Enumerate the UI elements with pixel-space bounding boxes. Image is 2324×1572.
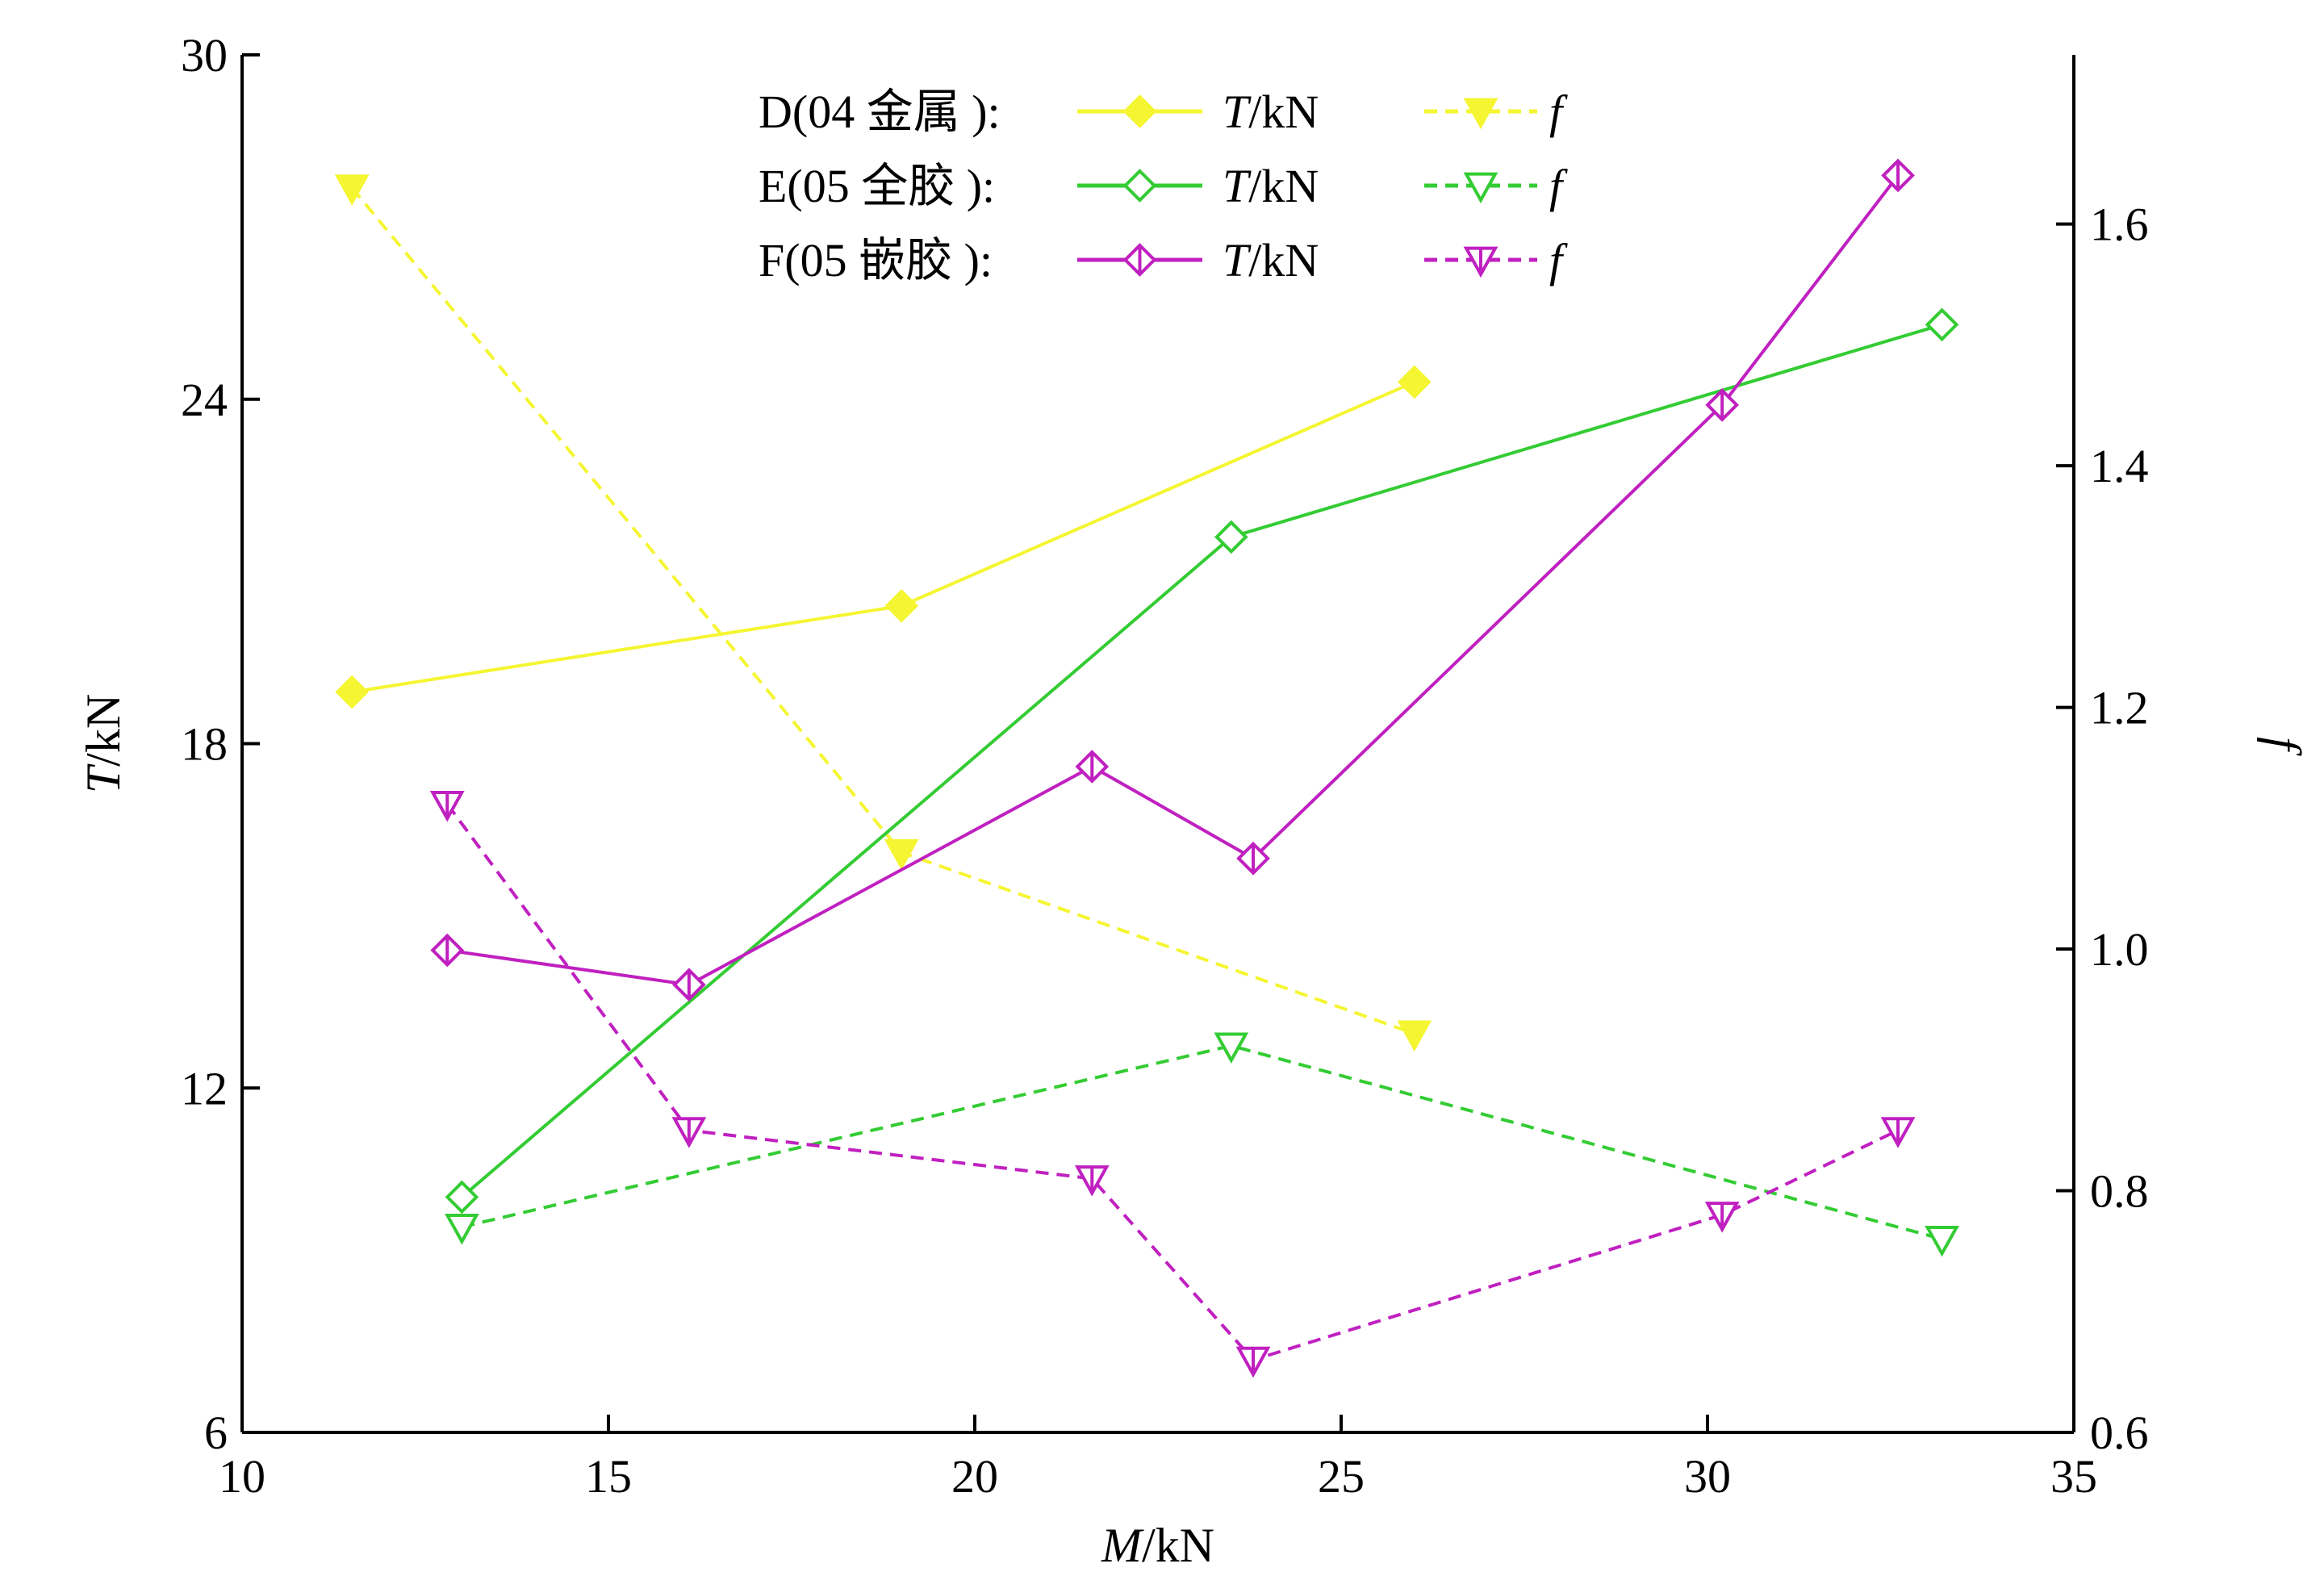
series-f-t-point-3: [1075, 750, 1110, 784]
series-layer: [334, 158, 1959, 1378]
y-right-tick-label: 0.8: [2090, 1165, 2149, 1218]
series-d-t-point-3: [1397, 365, 1432, 399]
series-f-f-line: [445, 803, 1899, 1362]
series-f-t-point-5: [1705, 388, 1739, 422]
series-e-t-point-1: [445, 1180, 479, 1215]
y-right-tick-label: 1.0: [2090, 923, 2149, 976]
legend-d-f-sample-marker: [1463, 98, 1498, 130]
series-d-f-point-2: [884, 838, 919, 871]
series-e-t-point-3: [1925, 307, 1959, 342]
series-e-f-point-1: [445, 1214, 479, 1245]
legend-e-t-sample-marker: [1122, 169, 1157, 203]
legend-f-t-label: T/kN: [1223, 234, 1319, 286]
y-left-tick-label: 12: [181, 1062, 228, 1114]
series-e-f-point-3: [1925, 1226, 1959, 1257]
series-d-f-line: [350, 186, 1415, 1035]
series-d-t-point-1: [335, 675, 370, 709]
x-tick-label: 25: [1318, 1450, 1365, 1503]
y-left-tick-label: 24: [181, 374, 228, 426]
legend-d-t-label: T/kN: [1223, 86, 1319, 138]
series-d-f-point-3: [1397, 1020, 1432, 1051]
series-f-t-point-4: [1236, 841, 1270, 876]
y-right-tick-label: 0.6: [2090, 1407, 2149, 1459]
y-left-tick-label: 6: [204, 1407, 228, 1459]
series-f-f-point-4: [1235, 1346, 1271, 1378]
y-left-tick-label: 30: [181, 29, 228, 82]
x-tick-label: 20: [951, 1450, 998, 1503]
legend-f-group-label: F(05 嵌胶 ):: [759, 234, 993, 286]
y-left-tick-label: 18: [181, 718, 228, 771]
x-axis-title: M/kN: [1101, 1519, 1214, 1572]
y-right-tick-label: 1.6: [2090, 199, 2149, 251]
x-tick-label: 15: [585, 1450, 632, 1503]
series-e-t-line: [461, 323, 1943, 1198]
x-tick-label: 35: [2050, 1450, 2097, 1503]
legend-e-f-label: f: [1549, 160, 1568, 212]
series-f-f-point-3: [1074, 1165, 1110, 1197]
y-right-tick-label: 1.2: [2090, 682, 2149, 734]
y-right-axis-title: f: [2257, 737, 2310, 756]
legend-f-f-label: f: [1549, 234, 1568, 286]
series-d-f-point-1: [334, 174, 370, 206]
series-f-f-point-2: [671, 1117, 707, 1148]
series-f-t-point-2: [672, 968, 706, 1002]
legend-d-f-label: f: [1549, 86, 1568, 138]
legend-e-group-label: E(05 全胶 ):: [759, 160, 995, 212]
y-right-tick-label: 1.4: [2090, 440, 2149, 492]
legend-f-t-sample-marker: [1122, 243, 1157, 277]
legend-f-f-sample-marker: [1463, 246, 1498, 278]
legend: D(04 金属 ): T/kN f E(05 全胶 ): T/kN f F(05 嵌胶 ):…: [759, 86, 1568, 286]
y-left-axis-title: T/kN: [77, 694, 130, 793]
series-f-f-point-1: [429, 790, 465, 822]
legend-d-t-sample-marker: [1122, 94, 1157, 128]
series-f-t-line: [446, 174, 1900, 987]
series-d-t-point-2: [884, 588, 919, 623]
series-e-t-point-2: [1214, 520, 1248, 554]
series-e-f-line: [461, 1043, 1943, 1241]
series-f-f-point-5: [1704, 1202, 1740, 1233]
legend-d-group-label: D(04 金属 ):: [759, 86, 1001, 138]
legend-e-t-label: T/kN: [1223, 160, 1319, 212]
x-tick-label: 30: [1684, 1450, 1731, 1503]
series-d-t-line: [351, 380, 1415, 694]
legend-e-f-sample-marker: [1463, 172, 1498, 204]
series-f-t-point-1: [430, 933, 465, 968]
series-e-f-point-2: [1214, 1032, 1249, 1064]
series-f-f-point-6: [1880, 1117, 1916, 1148]
series-f-t-point-6: [1881, 158, 1915, 193]
axes: 10 15 20 25 30 35 6 12 18 24 30 0.6 0.8 1.0 1.2 1.4 1.6 M…: [77, 29, 2310, 1572]
x-tick-label: 10: [219, 1450, 265, 1503]
